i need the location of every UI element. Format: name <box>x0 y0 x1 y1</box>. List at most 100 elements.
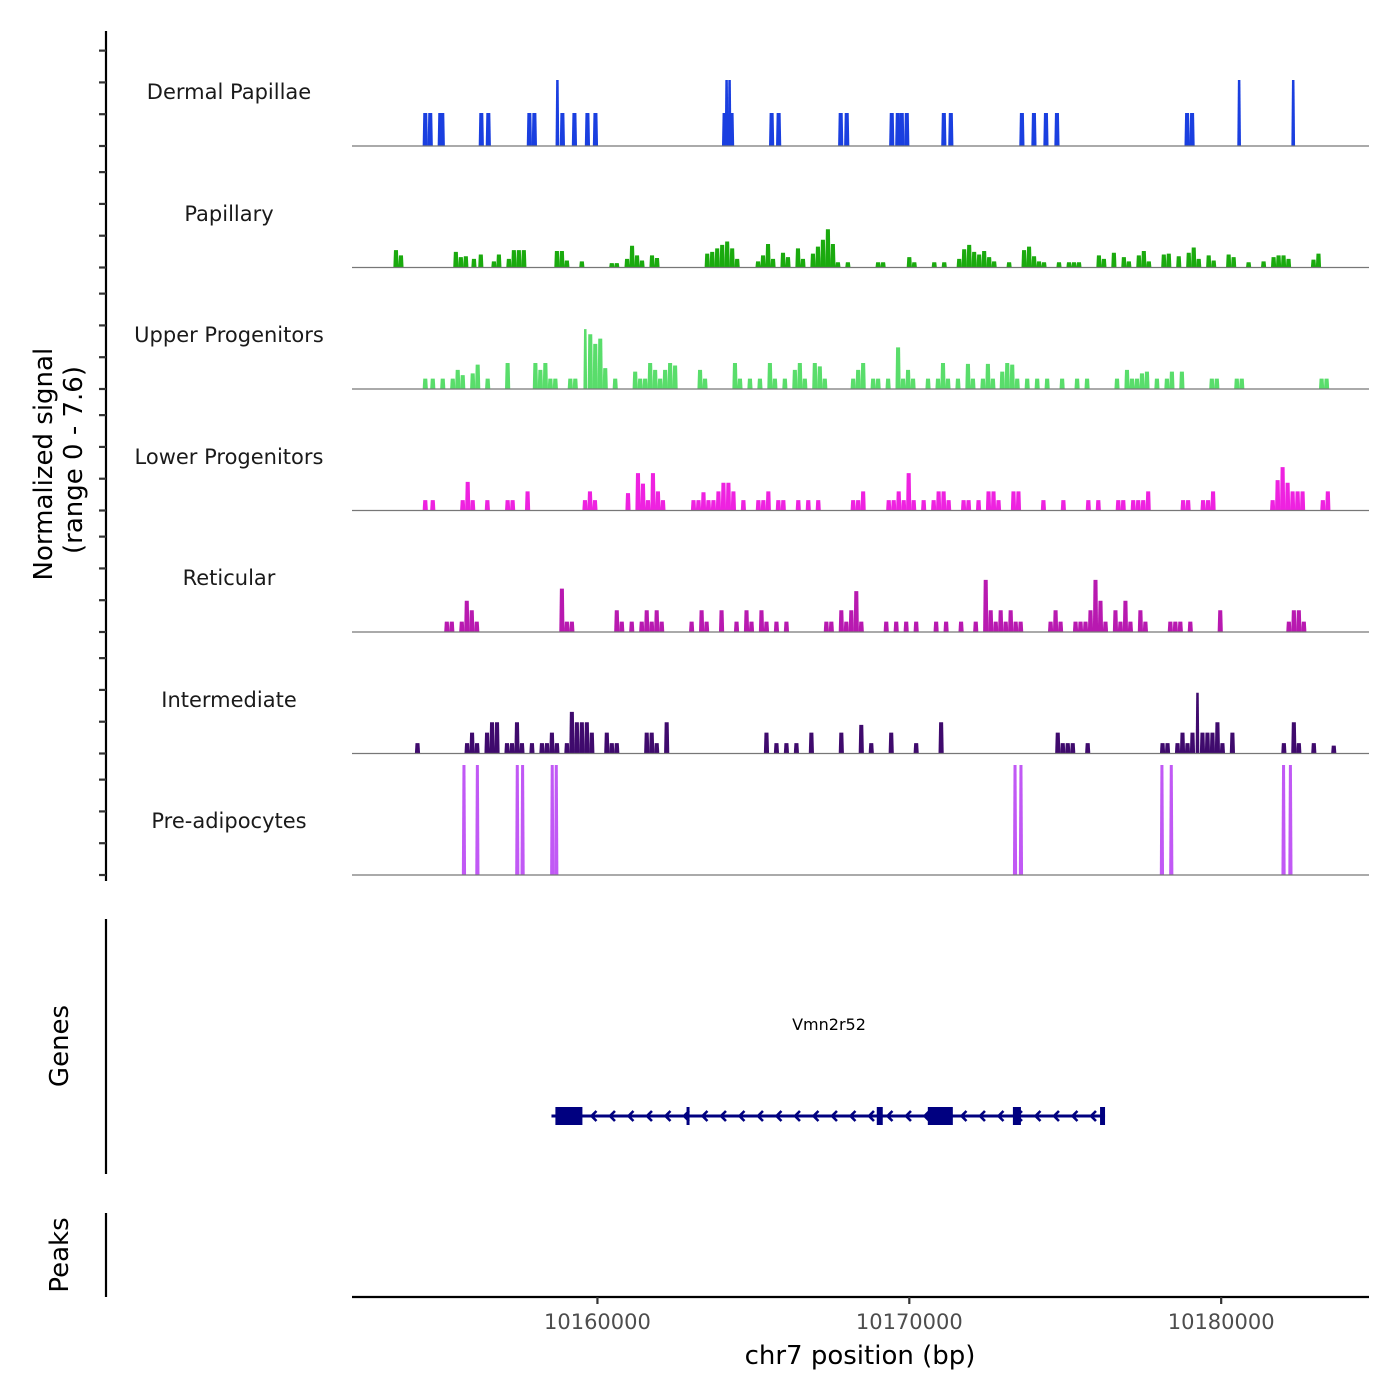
signal-peak <box>514 722 520 754</box>
signal-peak <box>783 743 790 754</box>
signal-peak <box>875 262 881 268</box>
signal-peak <box>520 765 525 875</box>
signal-peak <box>725 482 732 511</box>
strand-arrow-icon <box>922 1110 931 1122</box>
signal-peak <box>1239 378 1245 389</box>
gene-exon <box>1100 1107 1106 1125</box>
strand-arrow-icon <box>793 1110 801 1122</box>
signal-peak <box>1286 621 1292 632</box>
signal-peak <box>990 378 996 389</box>
signal-peak <box>955 378 961 389</box>
signal-peak <box>805 500 811 511</box>
signal-peak <box>853 591 859 632</box>
signal-peak <box>1059 378 1065 389</box>
strand-arrow-icon <box>830 1110 838 1122</box>
signal-peak <box>655 491 661 511</box>
x-tick-label: 10160000 <box>544 1310 651 1334</box>
signal-peak <box>524 491 531 511</box>
signal-peak <box>848 610 854 632</box>
strand-arrow-icon <box>1033 1110 1042 1122</box>
signal-peak <box>988 610 994 632</box>
peaks-panel: Peaks <box>45 1213 108 1297</box>
signal-peak <box>1135 500 1141 511</box>
signal-peak <box>521 250 527 268</box>
signal-peak <box>1124 369 1130 389</box>
signal-peak <box>986 257 992 268</box>
signal-peak <box>1065 743 1071 754</box>
signal-peak <box>1056 262 1062 268</box>
signal-peak <box>985 491 992 511</box>
signal-peak <box>793 743 800 754</box>
signal-peak <box>1191 247 1197 268</box>
signal-peak <box>1214 378 1220 389</box>
signal-peak <box>782 378 788 389</box>
signal-peak <box>1141 251 1147 268</box>
signal-peak <box>478 254 484 268</box>
signal-peak <box>1129 378 1135 389</box>
signal-peak <box>489 722 495 754</box>
signal-peak <box>554 743 560 754</box>
signal-peak <box>1134 378 1140 389</box>
strand-arrow-icon <box>589 1110 598 1122</box>
signal-peak <box>1101 258 1107 268</box>
signal-peak <box>933 621 939 632</box>
signal-peak <box>1097 600 1104 632</box>
signal-peak <box>911 500 917 511</box>
signal-peak <box>795 248 801 268</box>
signal-peak <box>1013 621 1019 632</box>
coverage-y-axis-title: Normalized signal (range 0 - 7.6) <box>29 340 89 581</box>
signal-peak <box>1184 113 1190 146</box>
signal-peak <box>609 263 615 268</box>
signal-peak <box>1144 371 1150 389</box>
signal-peak <box>710 500 717 511</box>
signal-peak <box>724 80 729 146</box>
track-upper-progenitors <box>352 329 1369 390</box>
signal-peak <box>904 113 910 146</box>
signal-peak <box>1034 378 1040 389</box>
signal-peak <box>587 334 593 389</box>
signal-peak <box>1071 262 1077 268</box>
signal-peak <box>639 260 645 268</box>
signal-peak <box>773 743 780 754</box>
signal-peak <box>906 473 912 511</box>
signal-peak <box>459 621 465 632</box>
signal-peak <box>936 491 942 511</box>
signal-peak <box>1015 491 1022 511</box>
signal-peak <box>718 610 725 632</box>
signal-peak <box>509 743 515 754</box>
signal-peak <box>973 621 979 632</box>
signal-peak <box>640 483 646 511</box>
signal-peak <box>1040 500 1047 511</box>
signal-peak <box>614 743 620 754</box>
signal-peak <box>1140 500 1146 511</box>
signal-peak <box>1120 500 1126 511</box>
signal-peak <box>516 250 522 268</box>
signal-peak <box>464 743 470 754</box>
signal-peak <box>552 378 558 389</box>
signal-peak <box>1331 745 1337 754</box>
signal-peak <box>629 621 635 632</box>
signal-peak <box>1189 113 1195 146</box>
signal-peak <box>719 244 725 268</box>
strand-arrow-icon <box>978 1110 986 1122</box>
signal-peak <box>1318 378 1325 389</box>
signal-peak <box>958 621 964 632</box>
signal-peak <box>855 500 861 511</box>
signal-peak <box>547 378 553 389</box>
signal-peak <box>1301 621 1307 632</box>
signal-peak <box>797 362 803 389</box>
signal-peak <box>465 481 471 511</box>
coverage-tracks <box>352 80 1369 876</box>
signal-peak <box>564 260 570 268</box>
strand-arrow-icon <box>774 1110 783 1122</box>
signal-peak <box>855 369 861 389</box>
signal-peak <box>460 375 466 389</box>
signal-peak <box>1047 621 1054 632</box>
signal-peak <box>1095 500 1101 511</box>
signal-peak <box>1310 259 1317 268</box>
signal-peak <box>931 500 937 511</box>
gene-name-label: Vmn2r52 <box>792 1015 866 1034</box>
signal-peak <box>965 500 972 511</box>
signal-peak <box>444 621 450 632</box>
